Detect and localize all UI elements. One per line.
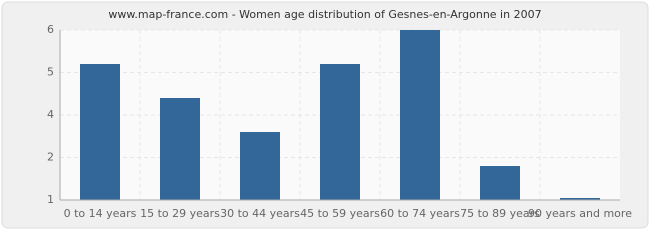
x-tick-label: 45 to 59 years — [300, 207, 380, 220]
y-tick-label: 1 — [47, 193, 54, 206]
x-tick-label: 90 years and more — [528, 207, 632, 220]
x-tick-label: 60 to 74 years — [380, 207, 460, 220]
bar — [80, 64, 120, 200]
y-tick-label: 5 — [47, 66, 54, 79]
bar — [400, 30, 440, 200]
bar — [320, 64, 360, 200]
x-tick-label: 75 to 89 years — [460, 207, 540, 220]
y-tick-label: 2 — [47, 151, 54, 164]
bar — [480, 166, 520, 200]
y-tick-label: 6 — [47, 23, 54, 36]
x-tick-label: 15 to 29 years — [140, 207, 220, 220]
bar — [240, 132, 280, 200]
x-tick-label: 0 to 14 years — [64, 207, 137, 220]
bar — [560, 198, 600, 200]
bar — [160, 98, 200, 200]
chart-title: www.map-france.com - Women age distribut… — [108, 8, 541, 21]
y-tick-label: 4 — [47, 108, 54, 121]
chart: www.map-france.com - Women age distribut… — [1, 1, 649, 229]
x-tick-label: 30 to 44 years — [220, 207, 300, 220]
